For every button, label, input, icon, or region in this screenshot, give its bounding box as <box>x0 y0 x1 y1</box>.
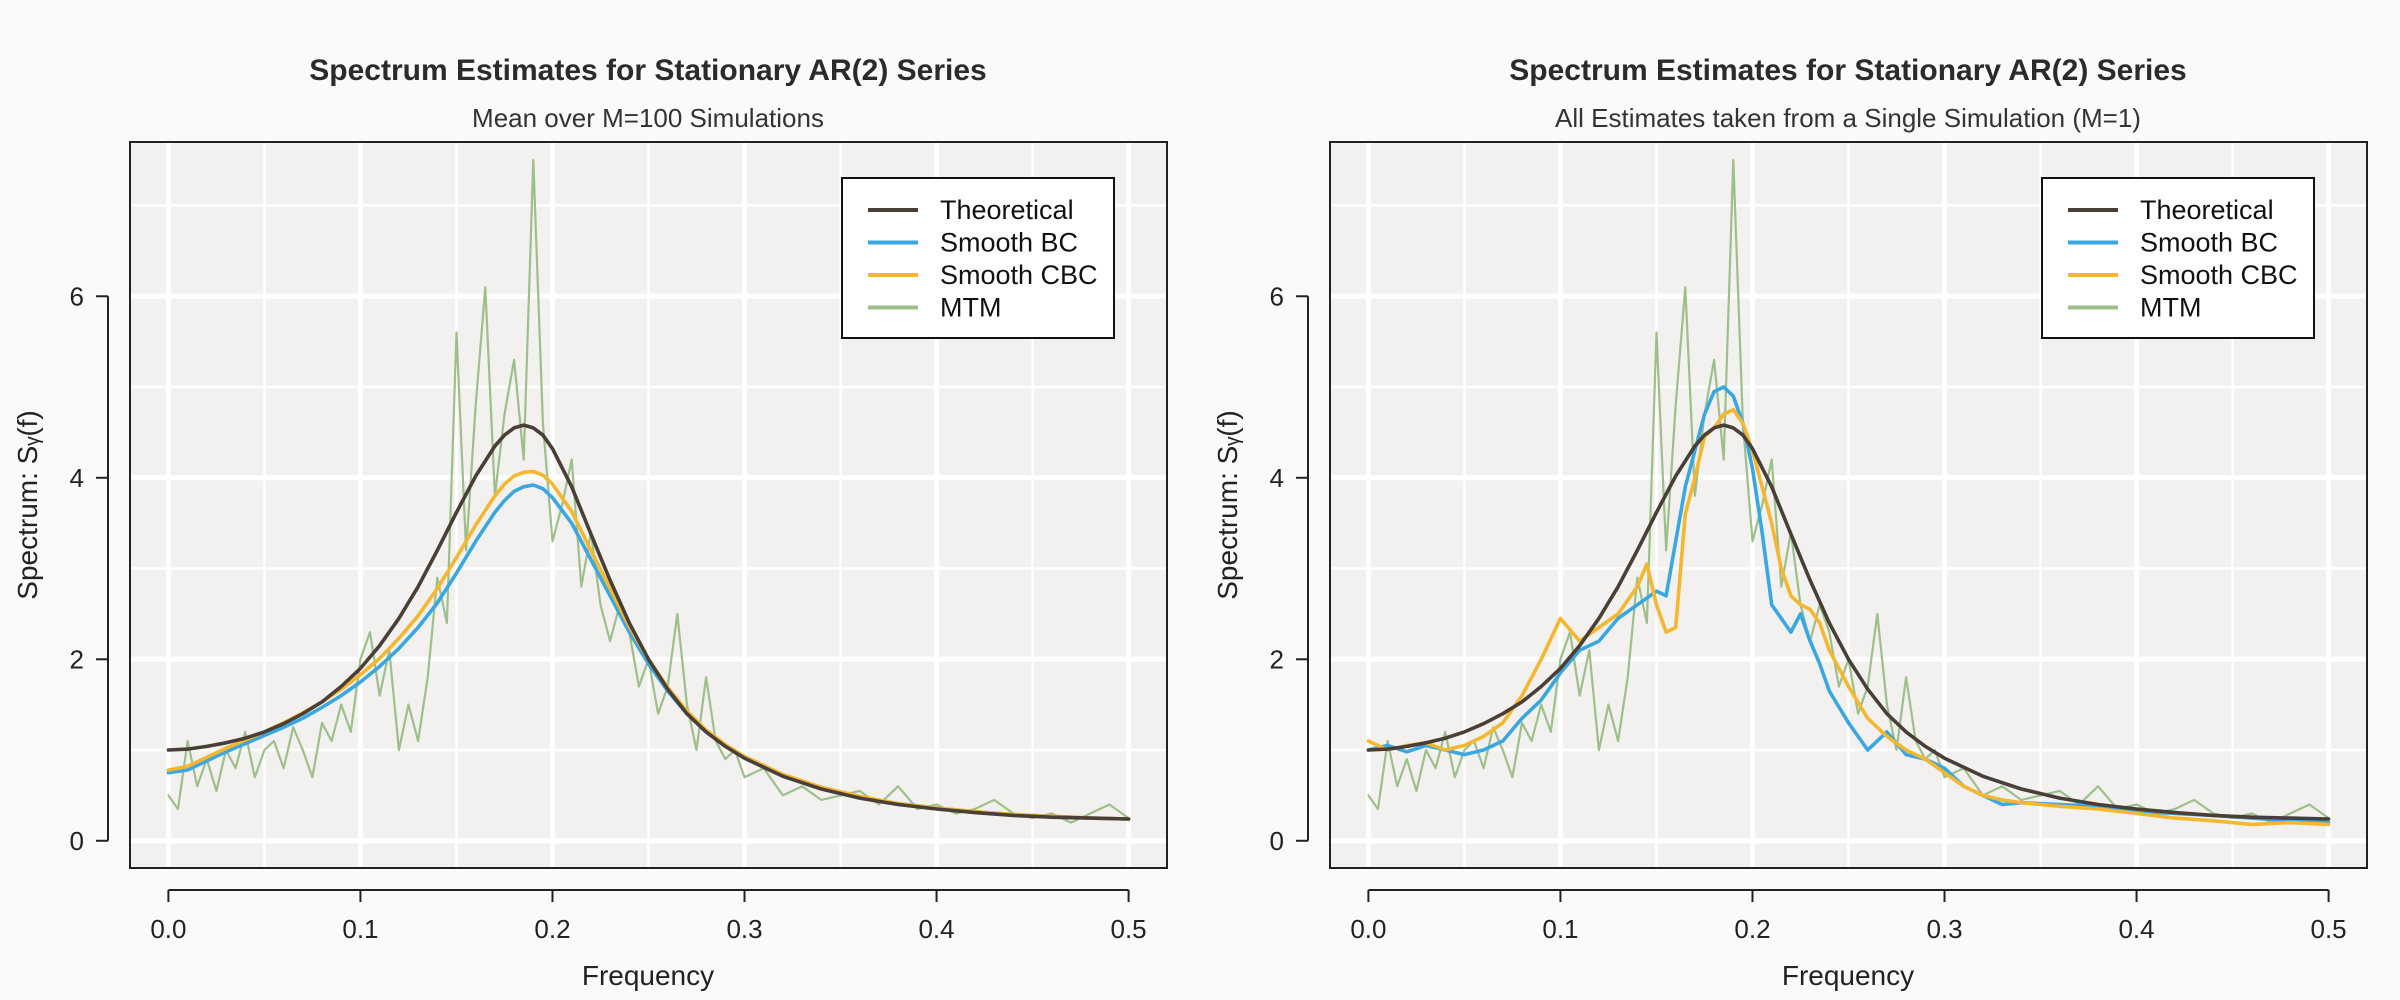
legend-label-mtm: MTM <box>940 293 1001 323</box>
x-tick-label: 0.3 <box>1926 914 1962 944</box>
x-tick-label: 0.4 <box>918 914 954 944</box>
x-tick-label: 0.2 <box>1734 914 1770 944</box>
y-tick-label: 6 <box>1270 281 1284 311</box>
y-tick-label: 4 <box>70 463 84 493</box>
x-tick-label: 0.5 <box>2311 914 2347 944</box>
x-tick-label: 0.4 <box>2118 914 2154 944</box>
x-axis-label: Frequency <box>1782 960 1914 991</box>
legend-label-theoretical: Theoretical <box>2140 195 2274 225</box>
series-line-smooth-bc <box>1366 385 2331 825</box>
chart-subtitle: Mean over M=100 Simulations <box>472 103 824 133</box>
legend-label-smooth-bc: Smooth BC <box>940 228 1078 258</box>
series-line-theoretical <box>166 423 1131 821</box>
legend-label-theoretical: Theoretical <box>940 195 1074 225</box>
plot-border <box>1329 141 2368 869</box>
x-tick-label: 0.3 <box>726 914 762 944</box>
y-axis-label: Spectrum: Sᵧ(f) <box>1212 410 1243 599</box>
y-tick-label: 2 <box>1270 644 1284 674</box>
y-tick-label: 0 <box>70 826 84 856</box>
chart-title: Spectrum Estimates for Stationary AR(2) … <box>309 54 986 87</box>
y-tick-label: 6 <box>70 281 84 311</box>
legend-label-mtm: MTM <box>2140 293 2201 323</box>
legend-label-smooth-cbc: Smooth CBC <box>940 260 1098 290</box>
chart-subtitle: All Estimates taken from a Single Simula… <box>1555 103 2141 133</box>
y-axis-label: Spectrum: Sᵧ(f) <box>12 410 43 599</box>
y-tick-label: 4 <box>1270 463 1284 493</box>
x-axis-label: Frequency <box>582 960 714 991</box>
legend-label-smooth-cbc: Smooth CBC <box>2140 260 2298 290</box>
x-tick-label: 0.1 <box>342 914 378 944</box>
legend-box <box>841 177 1115 339</box>
y-tick-label: 2 <box>70 644 84 674</box>
chart-panel-1: 0.0 0.1 0.2 0.3 0.4 0.5 0 2 4 6 Spectrum Estimates… <box>12 54 1168 991</box>
y-tick-label: 0 <box>1270 826 1284 856</box>
x-tick-label: 0.0 <box>1350 914 1386 944</box>
legend-box <box>2041 177 2315 339</box>
plot-border <box>129 141 1168 869</box>
x-tick-label: 0.2 <box>534 914 570 944</box>
x-tick-label: 0.1 <box>1542 914 1578 944</box>
x-tick-label: 0.0 <box>150 914 186 944</box>
chart-panel-2: 0.0 0.1 0.2 0.3 0.4 0.5 0 2 4 6 Spectrum Estimates… <box>1212 54 2368 991</box>
chart-title: Spectrum Estimates for Stationary AR(2) … <box>1509 54 2186 87</box>
legend-label-smooth-bc: Smooth BC <box>2140 228 2278 258</box>
series-line-theoretical <box>1366 423 2331 821</box>
x-tick-label: 0.5 <box>1111 914 1147 944</box>
